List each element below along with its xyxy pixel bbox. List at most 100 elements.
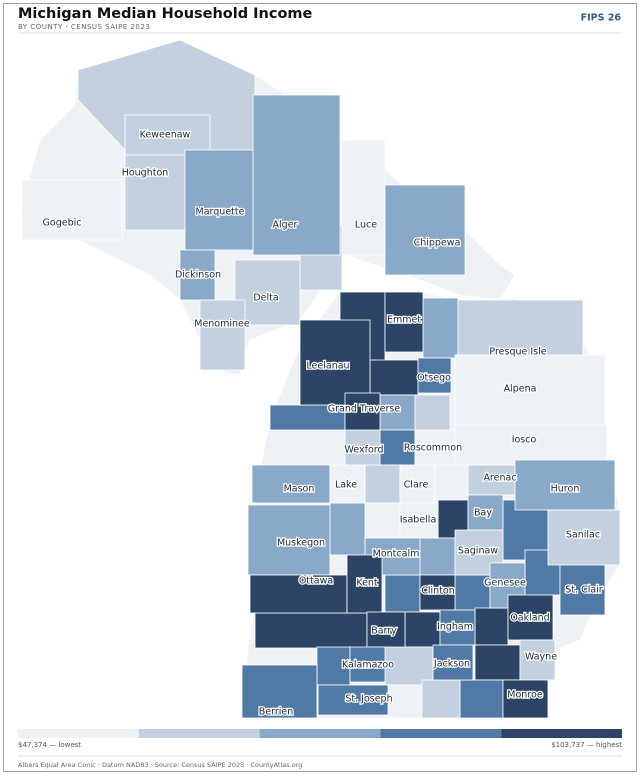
county-label: St. Clair (565, 585, 603, 596)
fips-badge: FIPS 26 (581, 13, 622, 24)
county-label: Barry (371, 626, 397, 637)
county (474, 607, 509, 646)
legend-low: $47,374 — lowest (18, 741, 81, 749)
county (419, 574, 456, 611)
county (417, 357, 452, 394)
legend-swatch (259, 729, 381, 738)
county-label: Kalamazoo (342, 660, 394, 671)
county (234, 259, 301, 326)
county-label: Presque Isle (489, 347, 546, 358)
county (454, 574, 491, 611)
county (432, 644, 474, 681)
county (317, 684, 389, 716)
county (384, 574, 421, 613)
county-label: Oakland (510, 613, 549, 624)
county (467, 494, 504, 531)
county (254, 612, 368, 649)
county-label: Ottawa (299, 576, 333, 587)
county-label: Delta (253, 293, 278, 304)
county (124, 114, 211, 156)
county (251, 464, 331, 504)
county (559, 564, 606, 616)
county (414, 394, 451, 431)
county-label: Bay (474, 508, 492, 519)
county (364, 464, 401, 504)
county-label: Otsego (417, 373, 451, 384)
county (344, 429, 381, 466)
county-label: Jackson (433, 659, 470, 670)
county (299, 319, 371, 406)
county-label: Iosco (512, 435, 537, 446)
legend-swatch (501, 729, 622, 738)
county (346, 554, 383, 614)
legend-swatch (380, 729, 502, 738)
county-label: Ingham (437, 622, 473, 633)
county-label: Alger (273, 220, 298, 231)
county-label: Gogebic (43, 218, 82, 229)
county (184, 149, 254, 251)
county-label: Houghton (122, 168, 169, 179)
county-label: Wexford (344, 445, 383, 456)
county-label: Isabella (400, 515, 437, 526)
county (399, 502, 439, 539)
county (459, 679, 504, 719)
county (404, 611, 441, 648)
county (474, 644, 521, 681)
county (179, 249, 216, 301)
footer: Albers Equal Area Conic · Datum NAD83 · … (18, 761, 302, 769)
county-label: Roscommon (404, 443, 462, 454)
county (329, 464, 366, 504)
county-label: Lake (335, 480, 357, 491)
legend-high: $103,737 — highest (551, 741, 622, 749)
legend-swatch (138, 729, 260, 738)
county-label: Arenac (483, 473, 516, 484)
county (369, 359, 419, 396)
county-label: Huron (551, 484, 580, 495)
county-label: Saginaw (458, 546, 498, 557)
county-label: Menominee (194, 319, 250, 330)
county (379, 394, 416, 431)
county (519, 639, 556, 681)
legend-swatch (18, 729, 139, 738)
county-label: Monroe (507, 690, 543, 701)
title: Michigan Median Household Income (18, 6, 313, 22)
county (21, 179, 123, 241)
county (547, 509, 621, 566)
county-label: Dickinson (175, 270, 221, 281)
county (384, 184, 466, 276)
county (507, 594, 554, 641)
county (349, 646, 386, 683)
county-label: St. Joseph (345, 694, 392, 705)
county-label: Berrien (259, 707, 294, 718)
county (366, 611, 406, 648)
county (384, 291, 424, 353)
county (454, 354, 606, 426)
county-label: Luce (355, 220, 377, 231)
county-label: Emmet (387, 315, 421, 326)
county (247, 504, 331, 576)
county-label: Clare (404, 480, 429, 491)
county (421, 679, 461, 719)
county (419, 537, 456, 576)
county (199, 299, 246, 371)
county (414, 429, 456, 466)
county-label: Montcalm (373, 549, 420, 560)
county-label: Wayne (525, 652, 557, 663)
county (124, 154, 186, 231)
county-label: Alpena (504, 384, 537, 395)
county (249, 574, 348, 614)
county-label: Leelanau (306, 361, 349, 372)
county-label: Keweenaw (140, 130, 191, 141)
county (241, 664, 318, 719)
county (344, 392, 381, 432)
county-label: Muskegon (277, 538, 325, 549)
county-label: Grand Traverse (328, 404, 401, 415)
county (384, 646, 434, 686)
county (341, 139, 386, 256)
county-label: Mason (284, 484, 315, 495)
county-label: Kent (356, 578, 378, 589)
county-label: Genesee (484, 578, 526, 589)
county-label: Sanilac (566, 530, 600, 541)
county (329, 502, 366, 556)
